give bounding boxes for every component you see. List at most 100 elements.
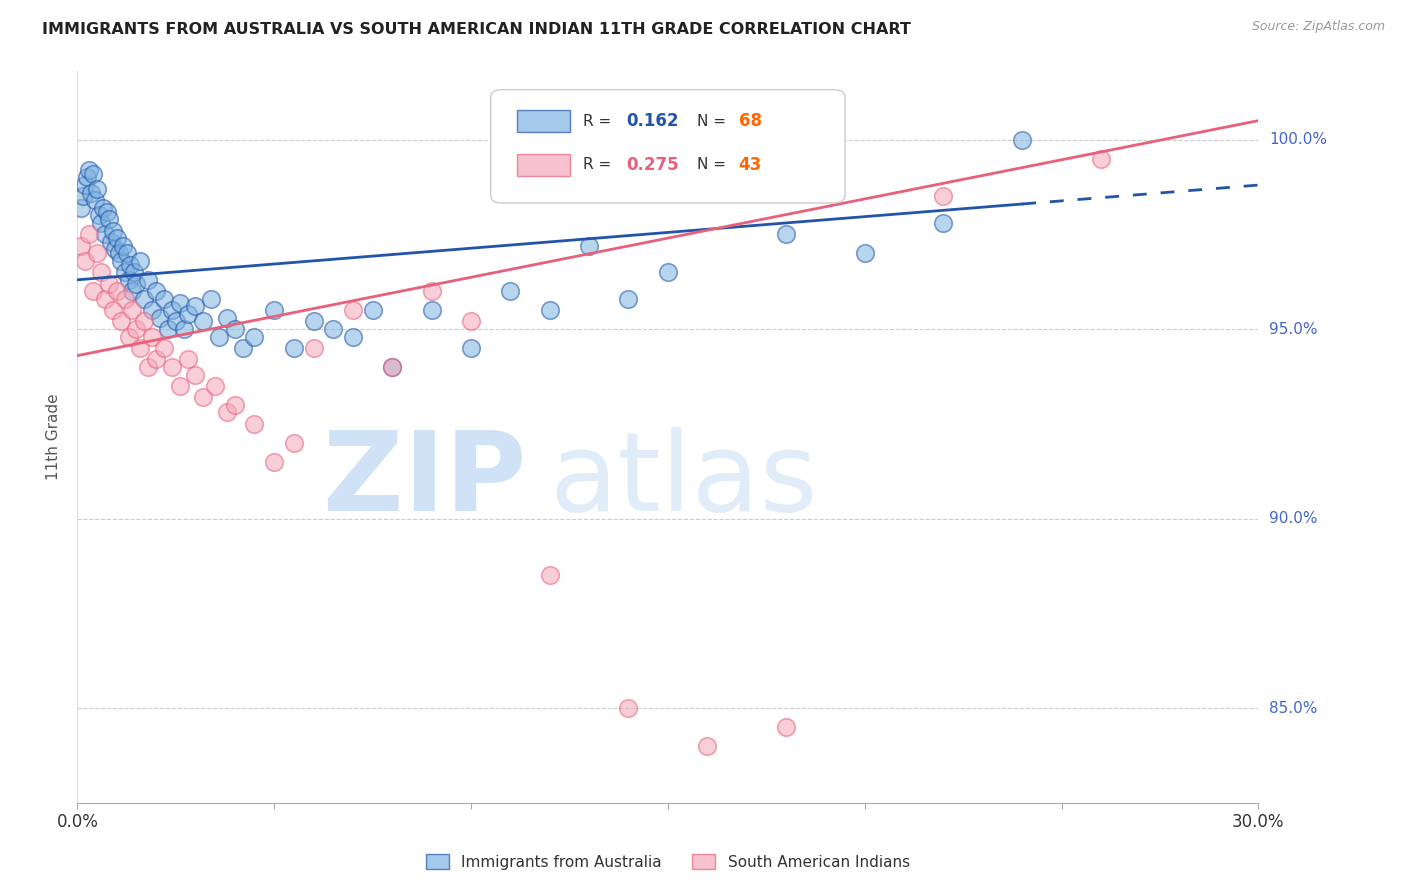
Point [176, 352, 198, 367]
Point [107, 246, 129, 260]
Point [232, 341, 254, 355]
Point [97, 277, 120, 291]
Point [80, 186, 103, 200]
Point [696, 739, 718, 753]
Point [342, 329, 364, 343]
Point [165, 314, 187, 328]
Point [141, 303, 163, 318]
Point [86, 182, 108, 196]
Point [145, 352, 167, 367]
Point [110, 253, 132, 268]
Point [657, 265, 679, 279]
Text: IMMIGRANTS FROM AUSTRALIA VS SOUTH AMERICAN INDIAN 11TH GRADE CORRELATION CHART: IMMIGRANTS FROM AUSTRALIA VS SOUTH AMERI… [42, 22, 911, 37]
Text: 100.0%: 100.0% [1270, 132, 1327, 147]
Text: ZIP: ZIP [323, 427, 526, 534]
Point [184, 299, 207, 313]
Point [160, 359, 183, 374]
Point [77, 227, 100, 242]
Point [75, 178, 97, 192]
Point [193, 314, 215, 328]
Point [124, 265, 146, 279]
Point [90, 265, 112, 279]
Point [96, 204, 118, 219]
Point [420, 303, 443, 318]
Text: 0.162: 0.162 [627, 112, 679, 130]
Point [145, 284, 167, 298]
Point [82, 284, 104, 298]
Point [153, 341, 176, 355]
Point [193, 390, 215, 404]
Point [322, 322, 344, 336]
Point [215, 405, 238, 419]
Point [853, 246, 876, 260]
Point [302, 314, 325, 328]
Point [94, 227, 117, 242]
Point [87, 208, 110, 222]
Point [215, 310, 238, 325]
Text: N =: N = [697, 113, 731, 128]
Point [84, 193, 107, 207]
Point [381, 359, 404, 374]
Bar [516, 154, 569, 176]
Point [91, 201, 114, 215]
Point [101, 303, 124, 318]
Point [775, 227, 797, 242]
Point [153, 292, 176, 306]
Point [104, 243, 127, 257]
Point [342, 303, 364, 318]
Point [617, 701, 640, 715]
Point [125, 322, 148, 336]
Point [173, 322, 195, 336]
Point [224, 322, 246, 336]
Point [538, 568, 561, 582]
Point [200, 292, 222, 306]
Text: Source: ZipAtlas.com: Source: ZipAtlas.com [1251, 20, 1385, 33]
Point [243, 329, 266, 343]
Point [283, 341, 305, 355]
Point [1090, 152, 1112, 166]
Text: 85.0%: 85.0% [1270, 700, 1317, 715]
Point [141, 329, 163, 343]
Point [204, 379, 226, 393]
Point [263, 303, 285, 318]
Point [775, 720, 797, 734]
Point [97, 212, 120, 227]
Point [134, 314, 156, 328]
Point [117, 329, 139, 343]
Text: 90.0%: 90.0% [1270, 511, 1317, 526]
Point [136, 273, 159, 287]
Text: atlas: atlas [550, 427, 818, 534]
Point [77, 162, 100, 177]
Point [499, 284, 522, 298]
Text: 68: 68 [738, 112, 762, 130]
Text: R =: R = [583, 158, 616, 172]
Point [111, 238, 134, 252]
Point [110, 314, 132, 328]
Point [160, 303, 183, 318]
Point [115, 246, 138, 260]
Point [302, 341, 325, 355]
Point [932, 216, 955, 230]
Point [100, 235, 122, 249]
Point [125, 277, 148, 291]
Point [70, 238, 93, 252]
Point [70, 201, 93, 215]
Legend: Immigrants from Australia, South American Indians: Immigrants from Australia, South America… [420, 847, 915, 876]
Point [94, 292, 117, 306]
Point [114, 265, 136, 279]
Point [101, 223, 124, 237]
Point [283, 435, 305, 450]
Text: 0.275: 0.275 [627, 156, 679, 174]
Point [224, 398, 246, 412]
Point [121, 284, 143, 298]
Point [420, 284, 443, 298]
Text: N =: N = [697, 158, 731, 172]
Point [243, 417, 266, 431]
Point [578, 238, 600, 252]
Point [169, 295, 191, 310]
Point [932, 189, 955, 203]
Point [129, 253, 152, 268]
Point [208, 329, 231, 343]
Point [176, 307, 198, 321]
Y-axis label: 11th Grade: 11th Grade [45, 393, 60, 481]
